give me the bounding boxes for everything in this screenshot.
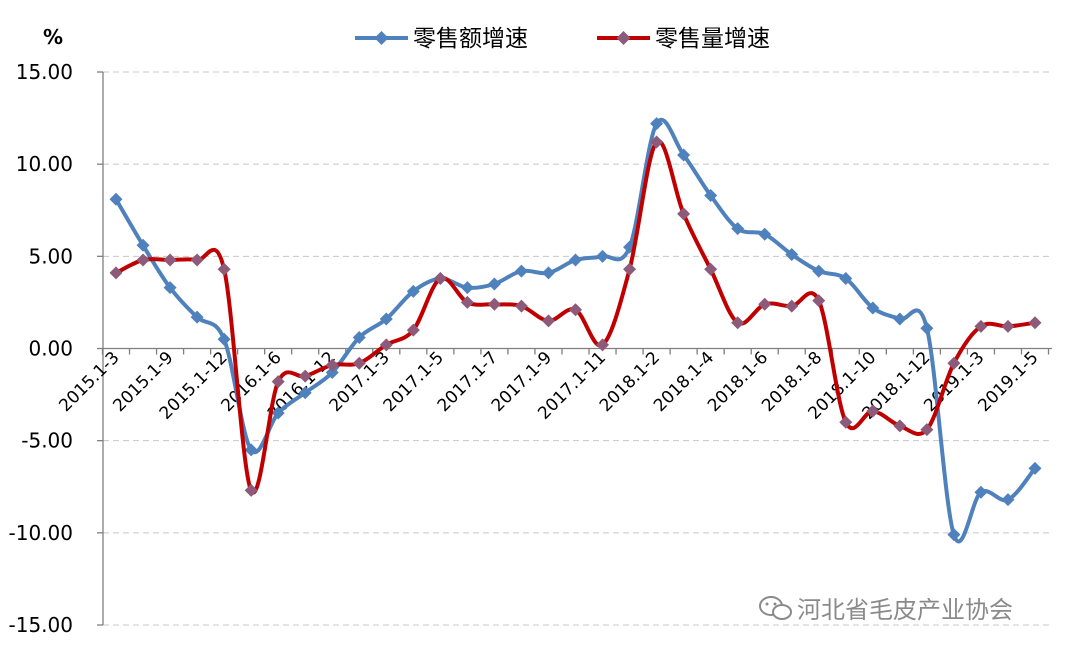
data-point [514,264,528,278]
data-point [433,271,447,285]
legend-item-sales-value: 零售额增速 [355,26,528,52]
data-point [893,419,907,433]
y-gridlines [103,71,1052,626]
data-point [1028,461,1042,475]
data-point [109,266,123,280]
series-line [114,118,1037,544]
data-point [974,485,988,499]
data-point [352,356,366,370]
data-point [298,369,312,383]
data-point [812,294,826,308]
data-point [866,404,880,418]
y-axis: 15.00 10.00 5.00 0.00 -5.00 -10.00 -15.00 [9,60,104,637]
data-point [514,299,528,313]
data-point [109,192,123,206]
series-lines [109,117,1042,544]
data-point [163,281,177,295]
data-point [758,227,772,241]
data-point [1001,493,1015,507]
legend-label-sales-value: 零售额增速 [413,26,528,52]
data-point [298,386,312,400]
data-point [569,253,582,267]
data-point [487,297,501,311]
data-point [271,406,285,420]
data-point [217,262,231,276]
data-point [325,358,339,372]
legend-item-sales-volume: 零售量增速 [597,26,770,52]
data-point [704,189,718,203]
y-tick-label: -10.00 [9,521,73,545]
y-tick-label: -5.00 [21,429,73,453]
data-point [623,262,637,276]
data-point [352,330,366,344]
legend-label-sales-volume: 零售量增速 [655,26,770,52]
wechat-icon [759,596,792,620]
data-point [244,483,258,497]
data-point [325,365,339,379]
data-point [596,249,610,263]
data-point [569,303,582,317]
data-point [839,415,853,429]
y-unit-label: % [43,25,63,49]
data-point [136,253,150,267]
data-point [650,135,664,149]
data-point [190,310,204,324]
data-point [596,338,610,352]
data-point [812,264,826,278]
data-point [731,222,745,236]
data-point [460,295,474,309]
y-tick-label: 5.00 [28,244,73,268]
data-point [785,299,799,313]
data-point [677,148,691,162]
series-1 [109,135,1042,497]
data-point [541,314,555,328]
data-point [704,262,718,276]
data-point [136,238,150,252]
data-point [217,332,231,346]
data-point [190,253,204,267]
x-axis: 2015.1-32015.1-92015.1-122016.1-62016.1-… [55,347,1052,424]
data-point [866,301,880,315]
data-point [731,316,745,330]
data-point [487,277,501,291]
data-point [1001,319,1015,333]
data-point [947,528,961,542]
data-point [271,375,285,389]
data-point [974,319,988,333]
data-point [406,323,420,337]
legend: 零售额增速 零售量增速 [355,26,770,52]
data-point [785,247,799,261]
data-point [947,356,961,370]
data-point [406,284,420,298]
data-point [650,117,664,131]
watermark: 河北省毛皮产业协会 [759,596,1013,624]
data-point [541,266,555,280]
y-tick-label: 15.00 [16,60,73,84]
data-point [920,321,934,335]
data-point [163,253,177,267]
data-point [893,312,907,326]
data-point [379,312,393,326]
y-tick-label: 10.00 [16,152,73,176]
data-point [839,271,853,285]
data-point [244,443,258,457]
y-tick-label: 0.00 [28,337,73,361]
data-point [379,338,393,352]
data-point [677,207,691,221]
y-tick-label: -15.00 [9,613,73,637]
data-point [1028,316,1042,330]
data-point [920,423,934,437]
data-point [460,281,474,295]
watermark-text: 河北省毛皮产业协会 [797,596,1013,624]
data-point [758,297,772,311]
